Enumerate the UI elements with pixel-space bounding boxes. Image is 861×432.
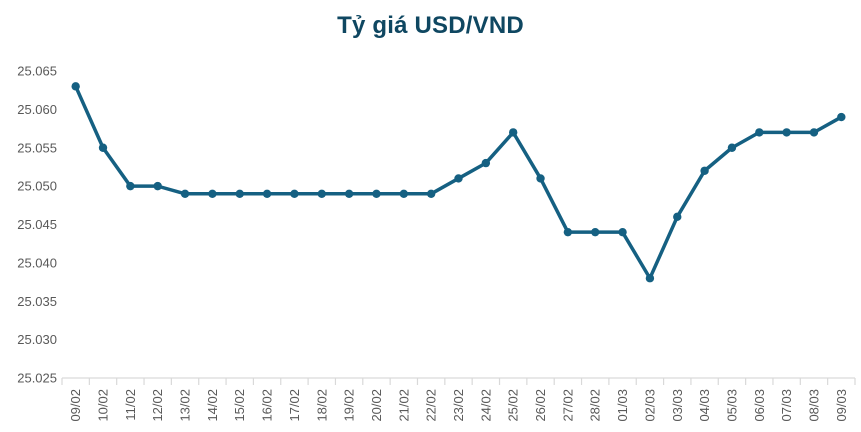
x-axis-label: 24/02 xyxy=(478,389,493,422)
data-point-marker xyxy=(700,166,709,175)
x-axis-label: 10/02 xyxy=(96,389,111,422)
data-point-marker xyxy=(837,112,846,122)
x-axis-label: 22/02 xyxy=(424,389,439,422)
y-axis-label: 25.045 xyxy=(17,217,57,232)
data-point-marker xyxy=(153,181,162,191)
y-axis-label: 25.050 xyxy=(17,179,57,194)
data-point-marker xyxy=(262,189,272,198)
data-point-marker xyxy=(618,227,627,237)
x-axis-label: 09/02 xyxy=(68,389,83,422)
chart-title: Tỷ giá USD/VND xyxy=(337,12,524,39)
data-point-marker xyxy=(755,128,764,137)
y-axis-label: 25.055 xyxy=(17,140,57,155)
data-point-marker xyxy=(426,189,436,198)
x-axis-label: 25/02 xyxy=(506,389,521,422)
x-axis-label: 01/03 xyxy=(615,389,630,422)
data-point-marker xyxy=(98,143,108,152)
data-point-marker xyxy=(180,189,190,198)
x-axis-label: 07/03 xyxy=(779,389,794,422)
data-point-marker xyxy=(71,82,80,91)
data-point-marker xyxy=(591,227,600,237)
data-point-marker xyxy=(481,158,491,168)
x-axis-label: 23/02 xyxy=(451,389,466,422)
data-point-marker xyxy=(645,274,655,283)
y-axis-label: 25.065 xyxy=(17,64,57,79)
y-axis-label: 25.035 xyxy=(17,294,57,309)
x-axis-label: 06/03 xyxy=(752,389,767,422)
x-axis-label: 02/03 xyxy=(642,389,657,422)
data-point-marker xyxy=(344,189,354,198)
data-point-marker xyxy=(782,128,791,137)
x-axis-label: 11/02 xyxy=(123,389,138,421)
data-point-marker xyxy=(727,143,737,152)
data-point-marker xyxy=(673,212,682,222)
data-point-marker xyxy=(317,189,326,198)
x-axis-label: 20/02 xyxy=(369,389,384,422)
x-axis-label: 12/02 xyxy=(150,389,165,422)
x-axis-label: 17/02 xyxy=(287,389,302,422)
data-point-marker xyxy=(399,189,409,198)
x-axis-label: 16/02 xyxy=(260,389,275,422)
x-axis-label: 19/02 xyxy=(342,389,357,422)
x-axis-label: 26/02 xyxy=(533,389,548,422)
x-axis-label: 04/03 xyxy=(697,389,712,422)
data-point-marker xyxy=(126,181,135,191)
y-axis-label: 25.060 xyxy=(17,102,57,117)
data-point-marker xyxy=(536,174,545,183)
x-axis-label: 09/03 xyxy=(834,389,849,422)
x-axis-label: 13/02 xyxy=(178,389,193,422)
data-point-marker xyxy=(508,128,518,137)
y-axis-label: 25.040 xyxy=(17,255,57,270)
x-axis-label: 18/02 xyxy=(314,389,329,422)
x-axis-label: 05/03 xyxy=(724,389,739,422)
x-axis-label: 14/02 xyxy=(205,389,220,422)
data-point-marker xyxy=(454,174,463,183)
x-axis-label: 08/03 xyxy=(806,389,821,422)
x-axis-label: 03/03 xyxy=(670,389,685,422)
y-axis-label: 25.025 xyxy=(17,371,57,386)
data-point-marker xyxy=(290,189,299,198)
x-axis-label: 27/02 xyxy=(560,389,575,422)
x-axis-label: 15/02 xyxy=(232,389,247,422)
data-point-marker xyxy=(809,128,819,137)
data-point-marker xyxy=(235,189,244,198)
data-point-marker xyxy=(563,227,573,237)
x-axis-label: 21/02 xyxy=(396,389,411,422)
data-point-marker xyxy=(372,189,381,198)
x-axis-label: 28/02 xyxy=(588,389,603,422)
data-point-marker xyxy=(208,189,217,198)
y-axis-label: 25.030 xyxy=(17,332,57,347)
